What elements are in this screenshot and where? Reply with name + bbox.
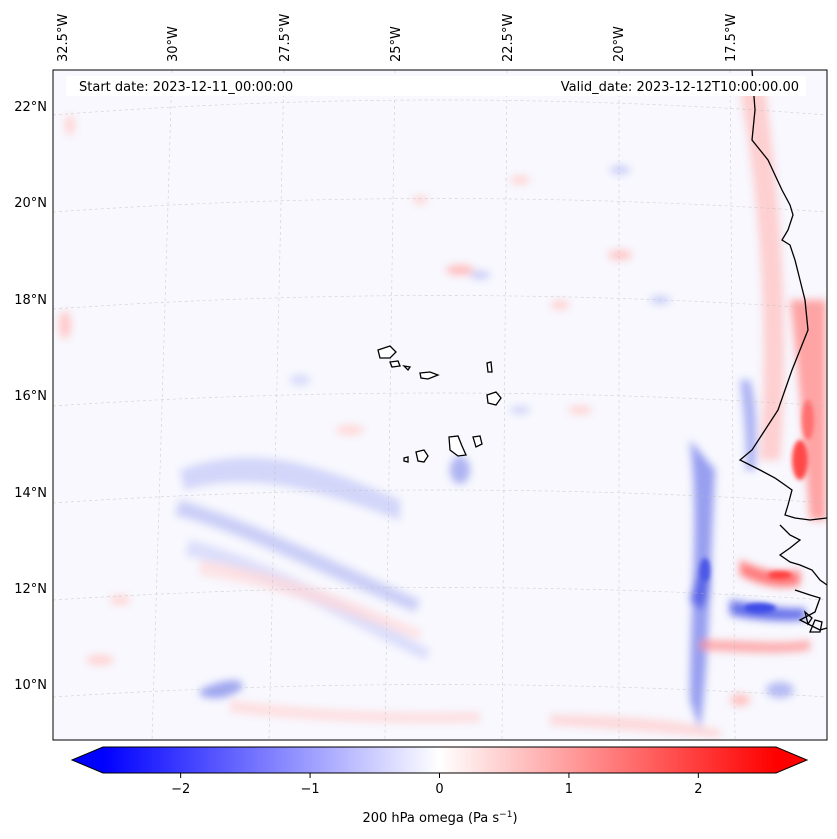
colorbar-label-exponent: −1 (499, 810, 512, 820)
start-date-label: Start date: 2023-12-11_00:00:00 (79, 80, 293, 95)
island-sao-vicente (389, 360, 401, 368)
lat-label-18n: 18°N (14, 293, 47, 308)
lat-label-22n: 22°N (14, 100, 47, 115)
colorbar-label: 200 hPa omega (Pa s−1) (362, 810, 517, 826)
island-boa-vista (486, 391, 502, 406)
island-fogo (415, 449, 429, 463)
coastline-africa (738, 70, 827, 633)
omega-field (59, 90, 826, 738)
colorbar-tick-label: 0 (435, 782, 443, 797)
lat-label-14n: 14°N (14, 486, 47, 501)
island-sal (486, 361, 493, 373)
colorbar-label-end: ) (512, 811, 517, 826)
colorbar-tick-label: 1 (565, 782, 573, 797)
lon-label-25w: 25°W (389, 26, 404, 62)
map-frame (52, 69, 828, 741)
colorbar-gradient (103, 747, 776, 773)
colorbar-outline (70, 746, 809, 774)
map-background (53, 70, 827, 740)
lon-label-30w: 30°W (166, 26, 181, 62)
graticule (53, 70, 827, 740)
longitude-labels: 32.5°W 30°W 27.5°W 25°W 22.5°W 20°W 17.5… (56, 14, 739, 62)
colorbar-right-extension (776, 747, 807, 773)
lat-label-20n: 20°N (14, 196, 47, 211)
latitude-labels: 22°N 20°N 18°N 16°N 14°N 12°N 10°N (14, 100, 47, 693)
colorbar-label-main: 200 hPa omega (Pa s (362, 811, 499, 826)
lon-label-27-5w: 27.5°W (278, 14, 293, 62)
colorbar: −2 −1 0 1 2 200 hPa omega (Pa s−1) (70, 746, 809, 826)
colorbar-tick-label: −1 (300, 782, 319, 797)
island-maio (472, 435, 483, 448)
island-santa-luzia (402, 365, 412, 372)
lon-label-20w: 20°W (612, 26, 627, 62)
colorbar-tick-label: −2 (171, 782, 190, 797)
island-brava (403, 456, 409, 463)
lon-label-22-5w: 22.5°W (501, 14, 516, 62)
map-panel (53, 70, 827, 740)
lat-label-10n: 10°N (14, 678, 47, 693)
lon-label-17-5w: 17.5°W (724, 14, 739, 62)
valid-date-label: Valid_date: 2023-12-12T10:00:00.00 (561, 80, 799, 95)
island-sao-nicolau (419, 371, 440, 380)
island-santo-antao (377, 345, 397, 359)
lon-label-32-5w: 32.5°W (56, 14, 71, 62)
colorbar-tick-label: 2 (694, 782, 702, 797)
colorbar-left-extension (72, 747, 103, 773)
island-santiago (448, 435, 467, 457)
lat-label-12n: 12°N (14, 582, 47, 597)
cape-verde-islands (377, 345, 502, 463)
lat-label-16n: 16°N (14, 389, 47, 404)
header-box (66, 76, 806, 96)
colorbar-ticks: −2 −1 0 1 2 (171, 773, 702, 797)
